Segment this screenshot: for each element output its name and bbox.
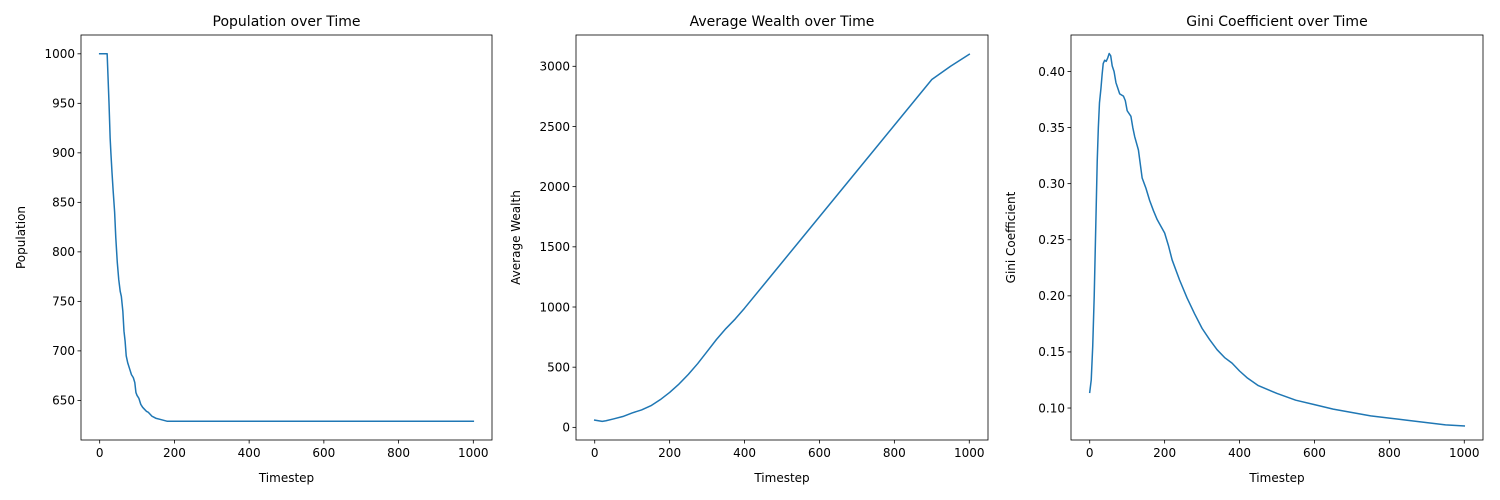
axes-frame [575,34,989,441]
y-tick-label: 850 [52,196,75,210]
x-tick-label: 800 [387,446,410,460]
y-tick-label: 750 [52,295,75,309]
x-tick-label: 200 [658,446,681,460]
y-tick-label: 2500 [539,120,570,134]
x-tick-label: 400 [238,446,261,460]
x-tick-label: 600 [312,446,335,460]
y-tick-label: 500 [547,360,570,374]
y-tick-label: 700 [52,344,75,358]
chart-title: Gini Coefficient over Time [1186,14,1367,30]
axes-frame [80,34,493,441]
y-tick-label: 0.30 [1038,177,1065,191]
y-axis-label: Gini Coefficient [1004,191,1018,283]
x-tick-label: 1000 [458,446,489,460]
x-tick-label: 0 [591,446,599,460]
y-tick-label: 950 [52,97,75,111]
x-tick-label: 800 [1378,446,1401,460]
x-tick-label: 200 [1153,446,1176,460]
y-tick-label: 0 [562,421,570,435]
y-tick-label: 1000 [539,300,570,314]
x-tick-label: 1000 [954,446,985,460]
y-tick-label: 0.40 [1038,65,1065,79]
x-tick-label: 1000 [1449,446,1480,460]
chart-panel-3: 0 200 400 600 800 1000 0.10 0.15 0.20 0.25 0.30 0.3… [1004,14,1484,485]
x-tick-label: 0 [1086,446,1094,460]
y-tick-label: 0.10 [1038,401,1065,415]
x-axis-label: Timestep [1248,471,1304,485]
x-axis-label: Timestep [258,471,314,485]
x-tick-label: 200 [163,446,186,460]
y-tick-label: 800 [52,245,75,259]
y-tick-label: 3000 [539,60,570,74]
y-axis-label: Population [14,206,28,269]
series-line-1 [98,53,475,422]
x-tick-label: 800 [883,446,906,460]
y-tick-label: 0.25 [1038,233,1065,247]
axes-frame [1070,34,1484,441]
x-axis-label: Timestep [753,471,809,485]
chart-panel-2: 0 200 400 600 800 1000 0 500 1000 1500 2000 2500 300… [509,14,989,485]
y-tick-label: 650 [52,394,75,408]
x-tick-label: 600 [808,446,831,460]
chart-panel-1: 0 200 400 600 800 1000 650 700 750 800 850 900 950 10… [14,14,493,485]
series-line-1 [593,53,971,423]
y-tick-label: 1500 [539,240,570,254]
x-tick-label: 400 [733,446,756,460]
chart-title: Population over Time [213,14,361,30]
x-tick-label: 600 [1303,446,1326,460]
x-tick-label: 400 [1228,446,1251,460]
y-tick-label: 0.20 [1038,289,1065,303]
y-tick-label: 0.15 [1038,345,1065,359]
chart-title: Average Wealth over Time [690,14,875,30]
y-tick-label: 0.35 [1038,121,1065,135]
x-tick-label: 0 [96,446,104,460]
y-tick-label: 2000 [539,180,570,194]
series-line-1 [1088,52,1466,427]
y-axis-label: Average Wealth [509,190,523,285]
y-tick-label: 900 [52,146,75,160]
y-tick-label: 1000 [44,47,75,61]
